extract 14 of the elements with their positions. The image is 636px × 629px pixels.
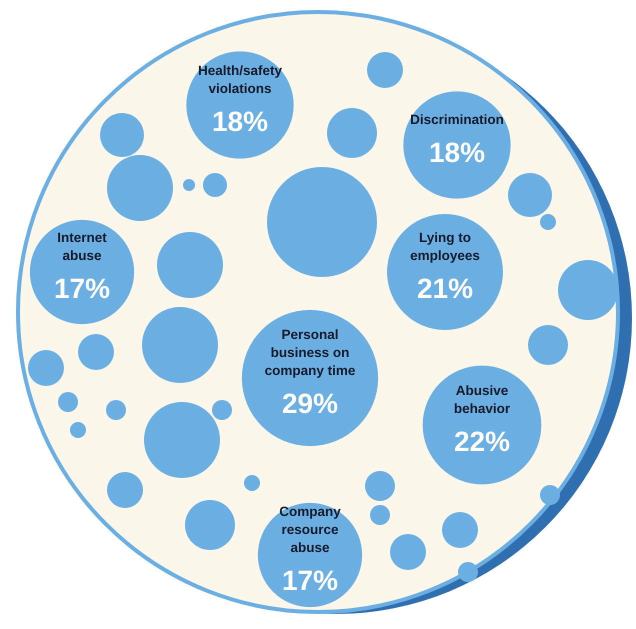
data-label: 22% bbox=[454, 426, 510, 457]
category-label: Abusive behavior bbox=[454, 383, 511, 416]
data-label: 21% bbox=[416, 273, 474, 304]
category-label: Company resource abuse bbox=[279, 504, 342, 555]
category-label: Internet abuse bbox=[57, 230, 108, 263]
category-label: Discrimination bbox=[410, 112, 504, 127]
category-label: Health/safety violations bbox=[198, 63, 282, 96]
data-label: 18% bbox=[212, 106, 268, 137]
data-label: 17% bbox=[282, 565, 338, 596]
data-label: 18% bbox=[428, 137, 486, 168]
data-label: 17% bbox=[54, 273, 110, 304]
category-label: Personal business on company time bbox=[264, 327, 356, 378]
data-label: 29% bbox=[282, 388, 338, 419]
category-label: Lying to employees bbox=[410, 230, 480, 263]
